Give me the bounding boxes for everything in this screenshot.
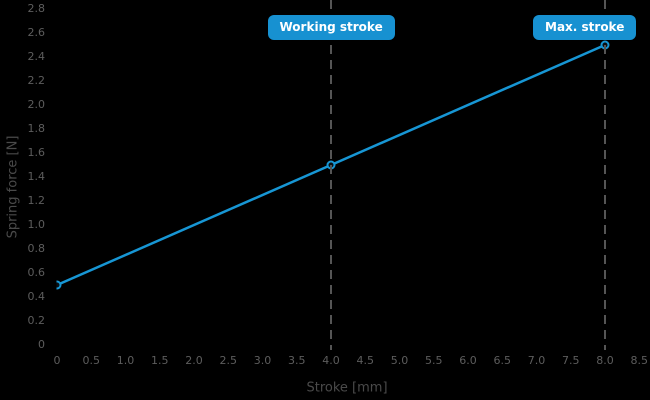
x-tick-label: 4.5 — [356, 354, 375, 367]
x-tick-label: 2.0 — [185, 354, 203, 367]
x-tick-label: 3.0 — [253, 354, 272, 367]
y-tick-label: 2.6 — [27, 26, 46, 39]
annotation-working-stroke: Working stroke — [267, 15, 395, 40]
y-tick-label: 1.2 — [27, 194, 46, 207]
y-axis-title: Spring force [N] — [5, 135, 21, 239]
y-tick-label: 1.6 — [27, 146, 46, 159]
x-tick-label: 6.5 — [493, 354, 512, 367]
y-tick-label: 1.4 — [27, 170, 46, 183]
y-tick-label: 1.0 — [27, 218, 46, 231]
x-tick-label: 2.5 — [219, 354, 238, 367]
y-tick-label: 1.8 — [27, 122, 46, 135]
x-tick-label: 1.5 — [151, 354, 169, 367]
y-tick-label: 0.6 — [27, 266, 46, 279]
data-point-marker — [56, 280, 62, 290]
x-tick-label: 5.0 — [390, 354, 409, 367]
x-tick-label: 5.5 — [425, 354, 443, 367]
y-tick-label: 0.2 — [27, 314, 46, 327]
x-tick-label: 0.5 — [82, 354, 101, 367]
x-tick-label: 0 — [53, 354, 61, 367]
y-tick-label: 0.8 — [27, 242, 46, 255]
y-tick-label: 0 — [38, 338, 45, 351]
x-tick-label: 7.5 — [562, 354, 580, 367]
x-tick-label: 7.0 — [527, 354, 546, 367]
y-tick-label: 0.4 — [27, 290, 46, 303]
y-tick-label: 2.4 — [27, 50, 46, 63]
annotation-max-stroke: Max. stroke — [533, 15, 637, 40]
x-tick-label: 8.5 — [630, 354, 649, 367]
x-tick-label: 3.5 — [288, 354, 306, 367]
x-tick-label: 8.0 — [596, 354, 614, 367]
y-tick-label: 2.8 — [27, 2, 46, 15]
x-tick-label: 1.0 — [116, 354, 135, 367]
x-axis-title: Stroke [mm] — [306, 380, 388, 396]
x-tick-label: 6.0 — [459, 354, 477, 367]
y-tick-label: 2.0 — [27, 98, 46, 111]
y-tick-label: 2.2 — [27, 74, 46, 87]
x-tick-label: 4.0 — [322, 354, 340, 367]
